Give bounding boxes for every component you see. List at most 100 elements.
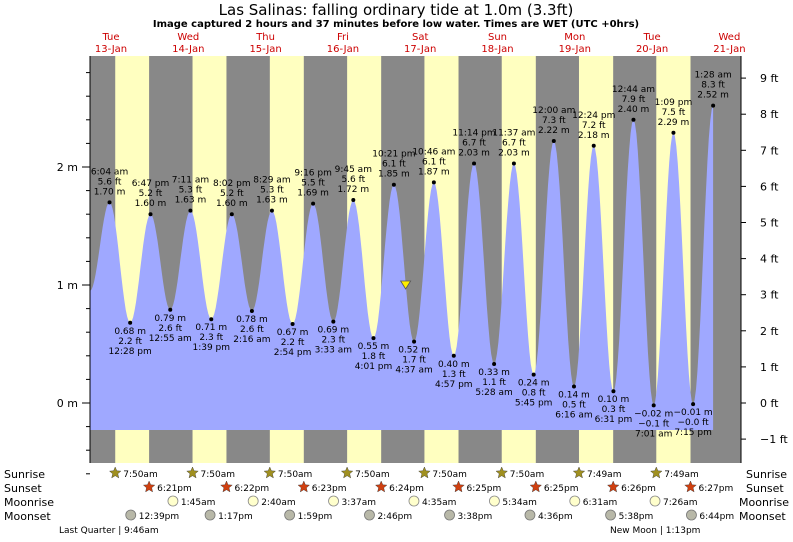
extreme-label: 2.6 ft [158, 324, 182, 334]
extreme-label: 2.2 ft [118, 337, 142, 347]
extreme-label: 5.6 ft [98, 177, 122, 187]
moonrise-time: 4:35am [422, 498, 457, 508]
moon-phase-new-moon: New Moon | 1:13pm [610, 526, 700, 536]
extreme-label: 5.3 ft [260, 186, 284, 196]
extreme-point [168, 307, 173, 312]
moonset-icon [524, 509, 536, 521]
extreme-label: 2.3 ft [199, 333, 223, 343]
extreme-label: 5.2 ft [139, 189, 163, 199]
sunset-time: 6:26pm [621, 484, 656, 494]
sunset-icon [684, 480, 697, 493]
extreme-label: 2.03 m [458, 148, 490, 158]
sunrise-icon [495, 466, 508, 479]
feet-tick-label: 9 ft [760, 72, 779, 85]
extreme-label: 0.78 m [236, 315, 268, 325]
extreme-label: 9:45 am [335, 165, 372, 175]
moonrise-time: 3:37am [342, 498, 377, 508]
extreme-label: 10:21 pm [372, 150, 415, 160]
day-name-label: Wed [718, 32, 740, 43]
extreme-label: 1.1 ft [482, 378, 506, 388]
feet-axis: 9 ft 8 ft 7 ft 6 ft 5 ft 4 ft 3 ft 2 ft 1 ft 0 ft… [740, 56, 788, 463]
extreme-label: 1.3 ft [442, 370, 466, 380]
extreme-label: 9:16 pm [294, 169, 332, 179]
tide-curve [90, 105, 714, 430]
feet-tick-label: 6 ft [760, 180, 779, 193]
sunset-time: 6:25pm [544, 484, 579, 494]
extreme-label: 1.85 m [378, 170, 410, 180]
day-name-label: Fri [337, 32, 349, 43]
extreme-label: 6:31 pm [595, 415, 633, 425]
extreme-point [391, 182, 396, 187]
extreme-point [229, 212, 234, 217]
extreme-label: 7:01 am [635, 429, 672, 439]
extreme-label: 7:11 am [172, 176, 209, 186]
extreme-label: 8:02 pm [213, 179, 251, 189]
extreme-label: 0.5 ft [562, 400, 586, 410]
extreme-label: 3:33 am [315, 346, 352, 356]
extreme-label: 0.8 ft [522, 389, 546, 399]
day-name-label: Thu [255, 32, 275, 43]
day-date-label: 20-Jan [636, 44, 668, 55]
extreme-label: 2:54 pm [274, 348, 312, 358]
feet-tick-label: 4 ft [760, 253, 779, 266]
extreme-label: 6:47 pm [132, 179, 170, 189]
sunset-time: 6:22pm [234, 484, 269, 494]
feet-tick-label: 8 ft [760, 108, 779, 121]
moonrise-time: 2:40am [261, 498, 296, 508]
chart-subtitle: Image captured 2 hours and 37 minutes be… [153, 19, 639, 30]
extreme-label: 12:24 pm [572, 111, 615, 121]
sunset-icon [142, 480, 156, 493]
day-name-label: Sat [412, 32, 428, 43]
extreme-point [148, 212, 153, 217]
extreme-label: 12:55 am [149, 334, 192, 344]
feet-tick-label: 0 ft [760, 397, 779, 410]
extreme-point [551, 139, 556, 144]
extreme-label: 1.69 m [297, 189, 329, 199]
sunset-label-left: Sunset [4, 482, 42, 495]
extreme-point [651, 403, 656, 408]
extreme-point [472, 161, 477, 166]
sunrise-time: 7:50am [355, 470, 390, 480]
moonset-time: 1:17pm [218, 512, 253, 522]
extreme-label: 2.3 ft [321, 336, 345, 346]
sunrise-label-right: Sunrise [746, 468, 787, 481]
moonrise-label-left: Moonrise [4, 496, 54, 509]
sunset-icon [452, 480, 465, 493]
extreme-point [451, 353, 456, 358]
extreme-label: −0.01 m [673, 408, 712, 418]
moonset-time: 6:44pm [699, 512, 734, 522]
extreme-point [711, 103, 716, 108]
extreme-point [351, 198, 356, 203]
sunset-icon [220, 480, 233, 493]
day-name-label: Tue [643, 32, 661, 43]
extreme-label: 0.71 m [195, 323, 227, 333]
extreme-label: 1:09 pm [655, 98, 693, 108]
moonrise-time: 5:34am [502, 498, 537, 508]
extreme-label: 12:44 am [612, 85, 655, 95]
moonrise-icon [408, 495, 420, 507]
extreme-label: 12:28 pm [109, 347, 152, 357]
extreme-label: −0.0 ft [677, 418, 709, 428]
extreme-label: 2:16 am [233, 335, 270, 345]
extreme-label: 2.22 m [538, 126, 570, 136]
extreme-label: 2.18 m [578, 131, 610, 141]
extreme-label: 2.29 m [658, 118, 690, 128]
sunset-time: 6:23pm [312, 484, 347, 494]
extreme-point [571, 384, 576, 389]
sunrise-time: 7:50am [123, 470, 158, 480]
moonset-time: 4:36pm [538, 512, 573, 522]
moonset-time: 12:39pm [139, 512, 179, 522]
extreme-label: 12:00 am [532, 106, 575, 116]
sunset-time: 6:24pm [389, 484, 424, 494]
moonset-time: 2:46pm [377, 512, 412, 522]
day-date-label: 19-Jan [559, 44, 591, 55]
extreme-label: 7:15 pm [674, 428, 712, 438]
extreme-label: 2.03 m [498, 148, 530, 158]
extreme-label: 0.79 m [154, 314, 186, 324]
day-date-label: 17-Jan [404, 44, 436, 55]
extreme-label: 4:57 pm [435, 380, 473, 390]
moonrise-time: 1:45am [181, 498, 216, 508]
moonset-time: 1:59pm [298, 512, 333, 522]
sunset-label-right: Sunset [746, 482, 784, 495]
